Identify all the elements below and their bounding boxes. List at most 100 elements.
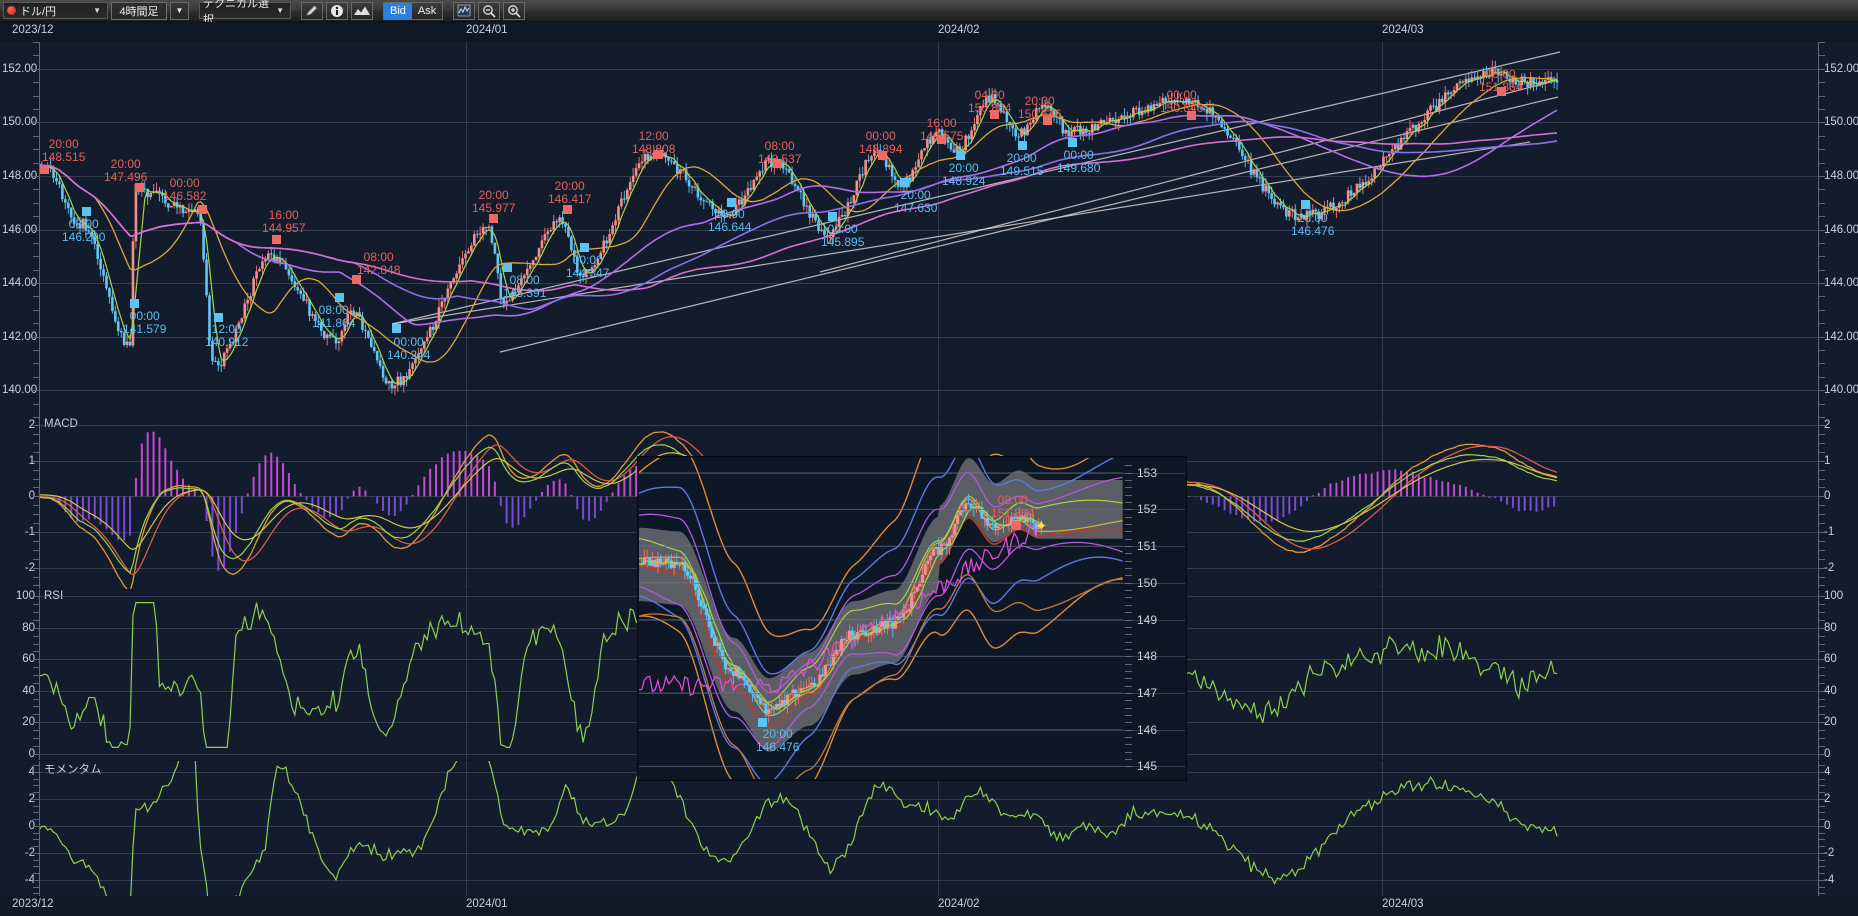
inset-axis-tick [1125, 575, 1132, 577]
ask-button[interactable]: Ask [411, 2, 443, 19]
y-axis-tick-label: 40 [22, 684, 35, 697]
zoom-overlay-window[interactable]: ✦ 153 152 151 150 149 148 147 146 145 08:00 151.8… [638, 457, 1186, 780]
axis-tick [1818, 229, 1825, 231]
currency-pair-select[interactable]: ドル/円 ▼ [3, 2, 108, 19]
axis-tick [33, 819, 40, 821]
low-pivot-marker [580, 243, 589, 252]
axis-tick [33, 745, 40, 747]
axis-tick [1818, 309, 1825, 311]
inset-y-tick-label: 152 [1137, 502, 1158, 517]
axis-tick [1818, 778, 1825, 780]
axis-tick [33, 505, 40, 507]
axis-tick [1818, 873, 1825, 875]
annotation-time: 00:00 [1166, 88, 1197, 102]
axis-tick [1818, 403, 1825, 405]
axis-tick [33, 737, 40, 739]
annotation-time: 08:00 [68, 217, 99, 231]
axis-tick [1818, 576, 1825, 578]
gridline [40, 879, 1818, 881]
price-annotation: 00:00 149.680 [1057, 149, 1100, 175]
axis-tick [33, 825, 40, 827]
y-axis-tick-label: 20 [1824, 716, 1837, 729]
price-annotation: 00:00 148.894 [859, 130, 902, 156]
inset-axis-tick [1125, 700, 1132, 702]
annotation-price: 147.496 [104, 170, 148, 184]
axis-tick [1818, 540, 1825, 542]
gridline [40, 390, 1818, 392]
low-pivot-marker [1301, 200, 1310, 209]
axis-tick [33, 778, 40, 780]
zoom-out-button[interactable] [478, 1, 501, 20]
inset-y-tick-label: 150 [1137, 575, 1158, 590]
info-icon [331, 4, 343, 17]
bid-ask-toggle[interactable]: Bid Ask [383, 1, 444, 20]
axis-tick [33, 189, 40, 191]
price-plot-area[interactable]: 140.00 140.00 142.00 142.00 144.00 144.00 146.… [2, 42, 1858, 418]
inset-gridline [639, 619, 1185, 621]
month-gridline [1382, 42, 1383, 417]
timeframe-field[interactable]: 4時間足 [111, 1, 167, 20]
info-button[interactable] [326, 1, 348, 20]
low-pivot-marker [130, 299, 139, 308]
y-axis-tick-label: 1 [28, 454, 35, 467]
low-pivot-marker [392, 324, 401, 333]
low-pivot-marker [335, 293, 344, 302]
annotation-price: 146.582 [163, 189, 207, 203]
inset-axis-tick [1125, 582, 1132, 584]
pencil-button[interactable] [301, 1, 323, 20]
zoom-in-button[interactable] [503, 1, 526, 20]
axis-tick [1818, 667, 1825, 669]
high-pivot-marker [937, 135, 946, 144]
axis-tick [1818, 792, 1825, 794]
month-gridline [938, 42, 939, 417]
axis-tick [33, 604, 40, 606]
axis-tick [33, 635, 40, 637]
timeframe-dropdown-button[interactable]: ▼ [170, 1, 189, 20]
annotation-price: 141.579 [123, 322, 167, 336]
price-panel[interactable]: 140.00 140.00 142.00 142.00 144.00 144.00 146.… [0, 42, 1858, 418]
axis-tick [33, 866, 40, 868]
axis-tick [1818, 682, 1825, 684]
price-annotation: 20:00 145.977 [472, 189, 515, 215]
axis-tick [1818, 350, 1825, 352]
momentum-panel[interactable]: モメンタム -4 -4 -2 -2 0 0 2 2 4 4 [0, 761, 1858, 896]
inset-gridline [639, 729, 1185, 731]
axis-tick [1818, 819, 1825, 821]
momentum-plot-area[interactable]: -4 -4 -2 -2 0 0 2 2 4 4 [25, 761, 1834, 896]
axis-tick [1818, 886, 1825, 888]
technical-select[interactable]: テクニカル選択 ▼ [199, 0, 291, 26]
annotation-price: 148.515 [42, 150, 86, 164]
gridline [40, 229, 1818, 231]
date-tick-label: 2023/12 [12, 898, 54, 910]
bid-button[interactable]: Bid [384, 2, 412, 19]
annotation-time: 16:00 [268, 208, 299, 222]
waveform-button[interactable] [453, 1, 476, 20]
price-annotation: 00:00 140.244 [387, 336, 430, 362]
axis-tick [1818, 812, 1825, 814]
y-axis-tick-label: -4 [24, 873, 35, 886]
chart-stage[interactable]: 2023/12 2024/01 2024/02 2024/03 140.00 140.0… [0, 22, 1858, 916]
axis-tick [1818, 675, 1825, 676]
inset-axis-tick [1125, 590, 1132, 592]
axis-tick [1818, 175, 1825, 177]
axis-tick [1818, 82, 1825, 84]
low-pivot-marker [727, 198, 736, 207]
y-axis-tick-label: 148.00 [1824, 169, 1858, 182]
y-axis-tick-label: 0 [1824, 747, 1831, 760]
axis-tick [1818, 336, 1825, 338]
axis-tick [1818, 162, 1825, 164]
price-annotation: 08:00 143.391 [503, 274, 546, 300]
mountain-chart-button[interactable] [351, 1, 373, 20]
axis-tick [1818, 376, 1825, 378]
y-axis-tick-label: 20 [22, 716, 35, 729]
axis-tick [1818, 532, 1825, 533]
axis-tick [33, 832, 40, 834]
inset-axis-tick [1125, 524, 1132, 526]
axis-spine [39, 590, 40, 760]
chevron-down-icon: ▼ [276, 6, 284, 15]
y-axis-tick-label: -1 [1824, 526, 1835, 538]
gridline [40, 798, 1818, 800]
month-gridline [466, 761, 467, 896]
axis-tick [1818, 745, 1825, 747]
momentum-title: モメンタム [44, 764, 102, 776]
